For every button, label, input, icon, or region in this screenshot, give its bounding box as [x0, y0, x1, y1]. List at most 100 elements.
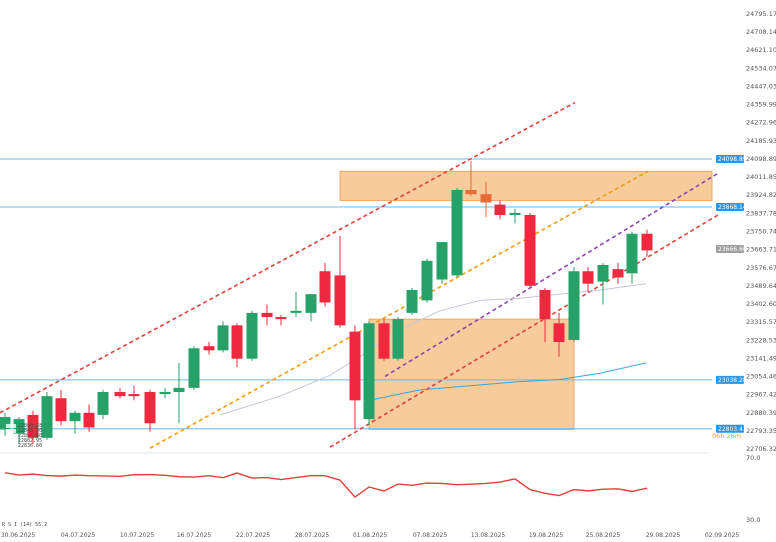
- candle-body: [378, 323, 390, 359]
- trend-line: [0, 101, 576, 414]
- price-axis[interactable]: 24795.17 24708.14 24621.10 24534.07 24447.03…: [746, 10, 776, 453]
- candle: [97, 389, 109, 420]
- candle-body: [159, 392, 171, 395]
- price-tick-label: 23489.64: [746, 282, 776, 290]
- candle-body: [13, 419, 25, 434]
- candle: [349, 325, 361, 430]
- indicator-title: R S I (14) 55.2: [2, 522, 47, 528]
- indicator-pane: 70.0 30.0: [4, 454, 760, 524]
- price-tag-label: 23038.28: [718, 377, 747, 384]
- candle: [334, 235, 346, 328]
- legend-swatch: [6, 439, 16, 443]
- candle: [568, 267, 580, 343]
- date-tick-label: 30.06.2025: [1, 532, 36, 539]
- date-tick-label: 28.07.2025: [295, 532, 330, 539]
- price-tick-label: 22793.35: [746, 427, 776, 435]
- candle-body: [128, 394, 140, 397]
- legend-value: 22882.95: [18, 438, 42, 444]
- candle: [641, 229, 653, 257]
- date-tick-label: 29.08.2025: [646, 532, 681, 539]
- price-tag-label: 24098.89: [718, 156, 747, 163]
- price-tick-label: 23054.46: [746, 373, 776, 381]
- date-tick-label: 25.08.2025: [586, 532, 621, 539]
- price-tick-label: 23402.60: [746, 300, 776, 308]
- legend-swatch: [6, 424, 16, 428]
- trend-line: [329, 214, 719, 448]
- price-tick-label: 24447.03: [746, 82, 776, 90]
- candle: [509, 208, 521, 224]
- candle: [144, 389, 156, 432]
- candle-body: [83, 412, 95, 428]
- indicator-tick-label: 70.0: [746, 454, 760, 462]
- candles: [0, 160, 653, 445]
- moving-average-slow: [368, 362, 647, 401]
- candle: [553, 312, 565, 357]
- candle-body: [275, 317, 287, 320]
- candle: [188, 346, 200, 390]
- zones-layer: [339, 170, 713, 430]
- candle-body: [406, 289, 418, 313]
- candle: [406, 287, 418, 315]
- price-tick-label: 24795.17: [746, 10, 776, 18]
- price-tick-label: 23228.53: [746, 336, 776, 344]
- candle: [421, 258, 433, 303]
- legend-swatch: [6, 429, 16, 433]
- candle-body: [217, 325, 229, 351]
- candle-body: [524, 214, 536, 286]
- candle: [436, 242, 448, 284]
- candle-body: [451, 190, 463, 276]
- candle-body: [55, 398, 67, 422]
- price-tick-label: 24011.85: [746, 173, 776, 181]
- candle-body: [494, 204, 506, 215]
- date-axis[interactable]: 30.06.2025 04.07.2025 10.07.2025 16.07.2025…: [1, 532, 740, 539]
- candle: [524, 212, 536, 288]
- candle-body: [392, 319, 404, 359]
- candle: [451, 187, 463, 278]
- candle-body: [612, 269, 624, 278]
- candle: [465, 160, 477, 197]
- price-tick-label: 23924.82: [746, 191, 776, 199]
- price-tag: [716, 154, 744, 163]
- candle-body: [436, 242, 448, 280]
- candle-body: [173, 387, 185, 393]
- candle: [363, 321, 375, 426]
- candle-body: [597, 264, 609, 282]
- legend-value: 22845.90: [18, 428, 42, 434]
- price-tick-label: 24185.93: [746, 137, 776, 145]
- candle: [13, 416, 25, 445]
- candle: [173, 362, 185, 424]
- candle-body: [465, 190, 477, 195]
- candle: [27, 410, 39, 445]
- candle-body: [144, 392, 156, 424]
- candle-body: [261, 312, 273, 318]
- trend-line: [384, 172, 719, 378]
- candle: [494, 200, 506, 220]
- candle: [159, 387, 171, 399]
- candle: [217, 321, 229, 353]
- candle: [392, 317, 404, 361]
- candle: [597, 262, 609, 305]
- resistance-zone: [339, 170, 713, 201]
- date-tick-label: 22.07.2025: [236, 532, 271, 539]
- legend-value: 22860.28: [18, 423, 42, 429]
- candle-body: [363, 323, 375, 420]
- candle-body: [334, 275, 346, 326]
- price-tag: [716, 245, 744, 254]
- trend-lines: [0, 101, 719, 449]
- date-tick-label: 01.08.2025: [353, 532, 388, 539]
- candle-body: [421, 260, 433, 301]
- candle-body: [188, 348, 200, 388]
- date-tick-label: 10.07.2025: [120, 532, 155, 539]
- price-tick-label: 22967.42: [746, 391, 776, 399]
- price-tick-label: 24534.07: [746, 64, 776, 72]
- candle: [128, 385, 140, 401]
- candle: [275, 314, 287, 326]
- date-tick-label: 04.07.2025: [61, 532, 96, 539]
- candle: [55, 389, 67, 426]
- price-tick-label: 24708.14: [746, 28, 776, 36]
- candle-body: [319, 271, 331, 303]
- candle-body: [641, 233, 653, 251]
- candle-body: [27, 414, 39, 438]
- candle: [246, 310, 258, 361]
